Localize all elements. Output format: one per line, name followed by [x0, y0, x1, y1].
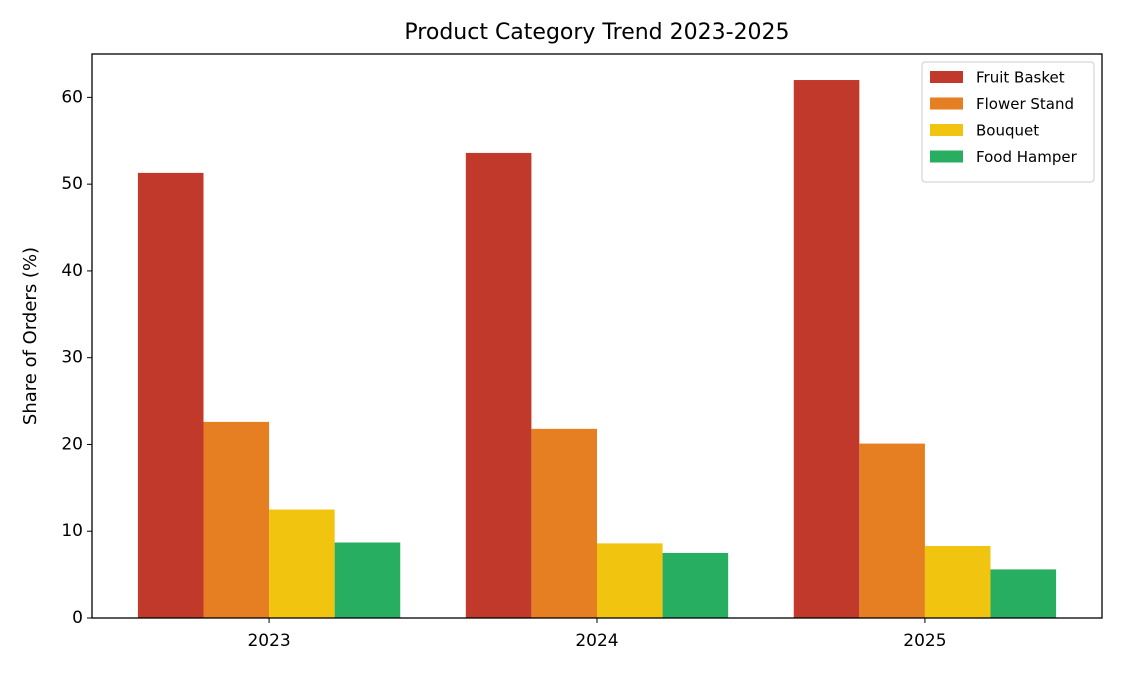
- legend-swatch: [930, 150, 963, 163]
- bar: [269, 509, 335, 618]
- y-tick-label: 60: [61, 87, 83, 107]
- bar: [597, 543, 663, 618]
- bar: [465, 152, 532, 618]
- bar: [334, 542, 401, 618]
- legend-box: [921, 61, 1095, 183]
- x-tick-label: 2023: [247, 631, 290, 651]
- y-tick-label: 50: [61, 174, 83, 194]
- bar: [924, 545, 991, 618]
- legend-swatch: [930, 97, 963, 110]
- y-tick-label: 20: [61, 434, 83, 454]
- bar: [662, 552, 729, 618]
- y-tick-label: 10: [61, 521, 83, 541]
- y-tick-label: 30: [61, 348, 83, 368]
- y-tick-label: 0: [72, 608, 83, 628]
- bar: [531, 428, 597, 618]
- legend-label: Flower Stand: [976, 95, 1074, 113]
- chart-title: Product Category Trend 2023-2025: [404, 20, 789, 45]
- legend-swatch: [930, 71, 963, 83]
- bar: [203, 421, 270, 618]
- bar: [137, 172, 204, 618]
- x-tick-label: 2024: [575, 631, 618, 651]
- y-tick-label: 40: [61, 261, 83, 281]
- bar: [793, 80, 860, 619]
- x-tick-label: 2025: [903, 631, 946, 651]
- legend-swatch: [930, 124, 963, 136]
- legend-label: Bouquet: [976, 122, 1039, 140]
- y-axis-label: Share of Orders (%): [20, 247, 41, 425]
- bar: [859, 443, 925, 618]
- bar: [990, 569, 1057, 618]
- legend-label: Food Hamper: [976, 148, 1078, 166]
- legend-label: Fruit Basket: [976, 69, 1065, 87]
- plot-frame: [91, 53, 1103, 619]
